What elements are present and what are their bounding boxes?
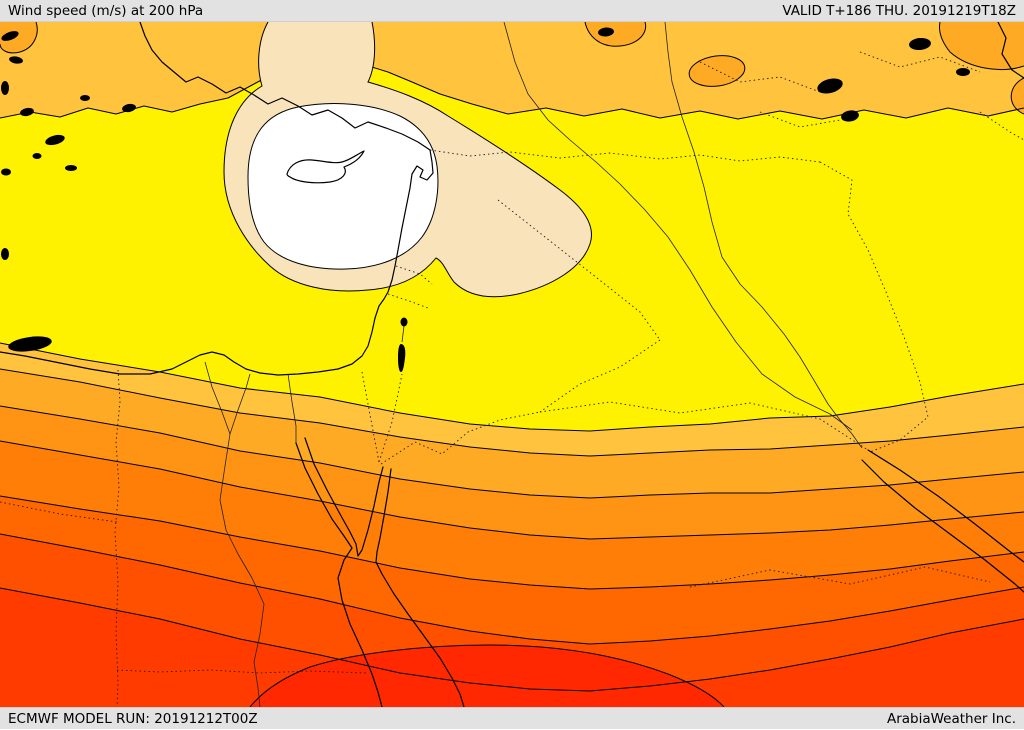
aegean-island-5: [45, 134, 65, 146]
rivers: [204, 22, 863, 707]
border-caucasus-a: [859, 51, 981, 73]
wind-band-level9-core: [250, 645, 724, 707]
aegean-island-7: [32, 153, 42, 159]
wind-band-north-level3-patch-e: [0, 22, 38, 53]
aegean-island-2: [9, 56, 23, 64]
lake-urmia: [909, 37, 931, 51]
nile-delta-branch-west: [204, 361, 231, 435]
islands-and-lakes: [1, 27, 970, 372]
nile-delta-branch-east: [229, 373, 251, 435]
aegean-island-1: [1, 31, 19, 41]
lake-tuz: [598, 27, 614, 37]
contour-c7: [0, 587, 1024, 692]
contour-c5: [0, 495, 1024, 590]
red-sea-arabian-coast: [375, 468, 465, 707]
tigris-river: [664, 22, 841, 421]
contour-north-band-edge: [0, 59, 1024, 120]
aegean-island-9: [65, 165, 77, 171]
aegean-island-3: [1, 81, 9, 95]
cyprus-island: [286, 150, 365, 184]
contour-north-patch-c: [939, 22, 1024, 71]
mediterranean-coastline: [0, 22, 434, 376]
contour-core-blob: [249, 644, 725, 707]
border-libya-interior: [0, 501, 118, 523]
euphrates-river: [503, 22, 853, 431]
border-egypt-sudan: [116, 669, 367, 674]
border-saudi-interior: [689, 566, 991, 588]
aegean-island-8: [1, 168, 11, 176]
border-turkey-iran: [759, 111, 841, 128]
dead-sea: [398, 344, 406, 372]
shatt-al-arab-river: [839, 419, 863, 449]
attribution-label: ArabiaWeather Inc.: [886, 710, 1016, 727]
political-borders: [0, 51, 1024, 707]
suez-canal: [287, 373, 297, 443]
contour-c4: [0, 440, 1024, 540]
contour-c1: [0, 342, 1024, 432]
caspian-coast: [997, 22, 1024, 79]
lake-northeast: [956, 68, 970, 76]
border-iran-interior: [979, 111, 1024, 141]
wind-band-north-level3-patch-c: [939, 22, 1024, 70]
persian-gulf-north-coast: [867, 449, 1024, 563]
wind-band-north-level2: [0, 22, 1024, 119]
nile-river: [219, 433, 265, 707]
border-israel-syria: [387, 293, 429, 309]
lake-anatolia-2: [841, 110, 859, 122]
sea-of-galilee: [400, 317, 408, 327]
wind-band-north-level3-patch-a: [585, 22, 646, 47]
coastlines: [0, 22, 1024, 707]
aegean-island-4: [20, 107, 34, 117]
small-island-west: [1, 248, 9, 260]
wind-speed-map: [0, 22, 1024, 707]
contour-north-patch-e: [0, 22, 38, 54]
lake-anatolia-1: [817, 78, 843, 94]
sinai-peninsula-coast: [304, 437, 384, 557]
contour-c3: [0, 405, 1024, 499]
header-bar: Wind speed (m/s) at 200 hPa VALID T+186 …: [0, 0, 1024, 22]
footer-bar: ECMWF MODEL RUN: 20191212T00Z ArabiaWeat…: [0, 707, 1024, 729]
jordan-river: [401, 325, 405, 343]
rhodes-island: [122, 103, 136, 113]
contour-north-patch-a: [584, 22, 647, 47]
border-egypt-libya: [114, 369, 121, 707]
aegean-island-6: [80, 95, 90, 101]
weather-map-container: [0, 22, 1024, 707]
contour-lines: [0, 22, 1024, 707]
calm-region-white: [247, 103, 439, 270]
calm-region-cream-outline: [223, 22, 592, 298]
valid-time-label: VALID T+186 THU. 20191219T18Z: [782, 2, 1016, 19]
persian-gulf-south-coast: [861, 459, 1024, 593]
border-iraq-saudi: [539, 401, 869, 451]
gulf-of-suez-west-and-red-sea-african-coast: [295, 442, 383, 707]
border-jordan-saudi: [380, 411, 541, 465]
model-run-label: ECMWF MODEL RUN: 20191212T00Z: [8, 710, 258, 727]
contour-c6: [0, 533, 1024, 645]
contour-north-patch-d: [1010, 77, 1024, 115]
contour-c2: [0, 368, 1024, 457]
crete-island: [8, 336, 52, 352]
calm-regions: [223, 22, 592, 298]
map-title: Wind speed (m/s) at 200 hPa: [8, 2, 204, 19]
